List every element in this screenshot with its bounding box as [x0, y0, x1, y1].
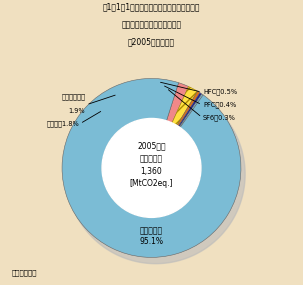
Wedge shape [172, 87, 198, 125]
Text: PFC　0.4%: PFC 0.4% [203, 101, 236, 108]
Wedge shape [166, 83, 188, 123]
Text: 2005年度: 2005年度 [137, 141, 166, 150]
Polygon shape [66, 85, 245, 264]
Text: 95.1%: 95.1% [139, 237, 164, 246]
Text: [MtCO2eq.]: [MtCO2eq.] [130, 179, 173, 188]
Text: （2005年単年度）: （2005年単年度） [128, 37, 175, 46]
Text: 一酸化二窒素: 一酸化二窒素 [61, 93, 85, 99]
Text: 二酸化炭素: 二酸化炭素 [140, 227, 163, 236]
Wedge shape [177, 91, 200, 126]
Text: HFC　0.5%: HFC 0.5% [203, 89, 237, 95]
Text: 1,360: 1,360 [141, 167, 162, 176]
Text: SF6　0.3%: SF6 0.3% [203, 114, 236, 121]
Text: 資料：環境省: 資料：環境省 [12, 270, 38, 276]
Wedge shape [178, 93, 202, 127]
Text: 1.9%: 1.9% [68, 108, 85, 114]
Text: の総排出量: の総排出量 [140, 154, 163, 163]
Text: 図1－1－1　日本が排出する温室効果ガスの: 図1－1－1 日本が排出する温室効果ガスの [103, 3, 200, 12]
Text: メタン　1.8%: メタン 1.8% [46, 121, 79, 127]
Wedge shape [179, 94, 203, 128]
Text: 地球温暖化への直接的寄与度: 地球温暖化への直接的寄与度 [122, 20, 181, 29]
Circle shape [102, 119, 201, 217]
Wedge shape [62, 78, 241, 257]
